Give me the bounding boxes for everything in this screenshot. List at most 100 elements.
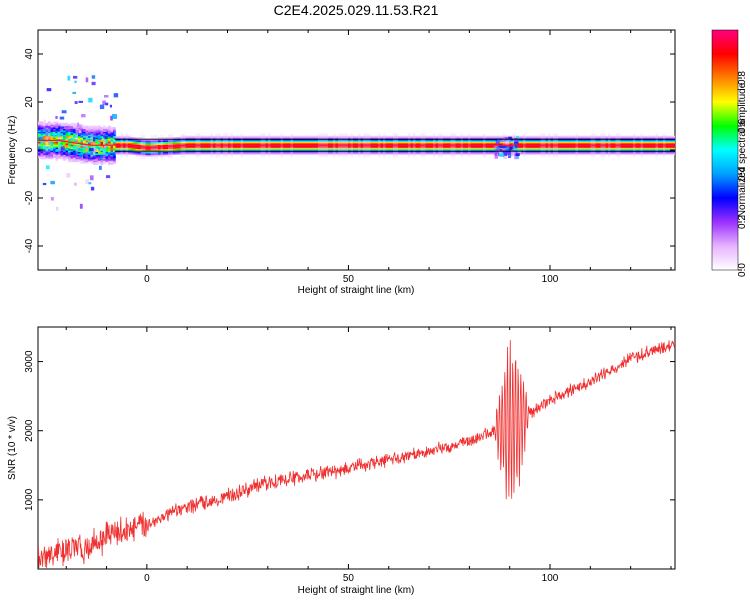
spectrogram-cell — [330, 153, 334, 155]
spectrogram-cell — [205, 137, 209, 140]
spectrogram-cell — [285, 148, 289, 151]
spectrogram-cell — [120, 135, 124, 138]
spectrogram-cell — [138, 148, 141, 151]
spectrogram-cell — [45, 151, 49, 154]
spectrogram-cell — [165, 151, 169, 154]
spectrogram-blob — [509, 147, 513, 150]
spectrogram-cell — [423, 141, 426, 144]
spectrogram-cell — [595, 142, 599, 145]
spectrogram-cell — [450, 140, 454, 142]
spectrogram-cell — [43, 131, 46, 134]
spectrogram-cell — [45, 150, 49, 153]
spectrogram-cell — [458, 147, 461, 150]
spectrogram-cell — [563, 153, 566, 155]
spectrogram-cell — [368, 135, 371, 138]
spectrogram-cell — [623, 135, 626, 138]
spectrogram-cell — [65, 135, 69, 138]
spectrogram-cell — [118, 141, 121, 144]
spectrogram-cell — [523, 135, 526, 138]
spectrogram-cell — [83, 131, 86, 134]
spectrogram-cell — [580, 137, 584, 140]
spectrogram-cell — [50, 154, 54, 157]
spectrogram-cell — [650, 151, 654, 154]
spectrogram-cell — [425, 153, 429, 155]
spectrogram-cell — [488, 153, 491, 155]
spectrogram-cell — [365, 140, 369, 142]
spectrogram-cell — [48, 141, 51, 144]
spectrogram-cell — [658, 137, 661, 140]
spectrogram-cell — [63, 144, 66, 147]
spectrogram-cell — [413, 142, 416, 145]
spectrogram-cell — [545, 148, 549, 151]
spectrogram-cell — [83, 148, 86, 151]
spectrogram-cell — [668, 148, 671, 151]
spectrogram-cell — [628, 153, 631, 155]
spectrogram-cell — [358, 137, 361, 140]
spectrogram-cell — [253, 140, 256, 142]
spectrogram-cell — [68, 154, 71, 157]
spectrogram-cell — [300, 135, 304, 138]
spectrogram-cell — [608, 145, 611, 148]
spectrogram-cell — [45, 135, 49, 138]
spectrogram-cell — [358, 141, 361, 144]
spectrogram-cell — [225, 151, 229, 154]
spectrogram-cell — [533, 151, 536, 154]
spectrogram-cell — [395, 141, 399, 144]
spectrogram-cell — [80, 147, 84, 150]
spectrogram-cell — [80, 134, 84, 137]
spectrogram-cell — [645, 151, 649, 154]
spectrogram-cell — [313, 135, 316, 138]
spectrogram-cell — [58, 153, 61, 155]
spectrogram-cell — [50, 128, 54, 131]
spectrogram-cell — [185, 147, 189, 150]
spectrogram-cell — [625, 137, 629, 140]
spectrogram-cell — [363, 151, 366, 154]
spectrogram-cell — [45, 138, 49, 141]
spectrogram-cell — [273, 135, 276, 138]
spectrogram-blob — [504, 152, 508, 156]
spectrogram-cell — [308, 142, 311, 145]
spectrogram-cell — [363, 140, 366, 142]
spectrogram-cell — [98, 161, 101, 164]
spectrogram-cell — [630, 141, 634, 144]
spectrogram-cell — [615, 153, 619, 155]
spectrogram-cell — [65, 132, 69, 135]
spectrogram-blob — [102, 148, 107, 152]
spectrogram-cell — [48, 147, 51, 150]
spectrogram-cell — [438, 153, 441, 155]
spectrogram-cell — [85, 140, 89, 142]
spectrogram-cell — [230, 153, 234, 155]
spectrogram-cell — [600, 153, 604, 155]
spectrogram-cell — [73, 148, 76, 151]
spectrogram-cell — [425, 142, 429, 145]
spectrogram-cell — [113, 138, 116, 141]
spectrogram-cell — [140, 154, 144, 157]
spectrogram-cell — [270, 145, 274, 148]
spectrogram-cell — [230, 140, 234, 142]
spectrogram-cell — [293, 148, 296, 151]
spectrogram-cell — [215, 145, 219, 148]
spectrogram-cell — [335, 135, 339, 138]
spectrogram-cell — [43, 130, 46, 132]
spectrogram-cell — [135, 154, 139, 157]
spectrogram-cell — [173, 151, 176, 154]
spectrogram-cell — [323, 153, 326, 155]
spectrogram-cell — [140, 142, 144, 145]
spectrogram-cell — [618, 151, 621, 154]
spectrogram-cell — [440, 145, 444, 148]
spectrogram-cell — [78, 138, 81, 141]
spectrogram-cell — [108, 150, 111, 153]
spectrogram-cell — [513, 148, 516, 151]
spectrogram-cell — [375, 137, 379, 140]
spectrogram-cell — [393, 137, 396, 140]
spectrogram-cell — [670, 147, 674, 150]
spectrogram-cell — [165, 137, 169, 140]
spectrogram-cell — [100, 142, 104, 145]
spectrogram-cell — [368, 140, 371, 142]
spectrogram-cell — [490, 147, 494, 150]
spectrogram-cell — [598, 153, 601, 155]
spectrogram-cell — [485, 141, 489, 144]
spectrogram-cell — [463, 148, 466, 151]
spectrogram-cell — [163, 154, 166, 157]
spectrogram-cell — [110, 148, 114, 151]
